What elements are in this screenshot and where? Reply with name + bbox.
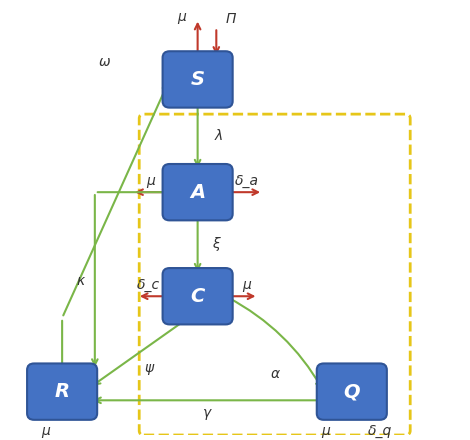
Text: γ: γ [203,406,211,420]
Text: C: C [190,287,205,306]
Text: δ_q: δ_q [368,424,392,438]
Text: μ: μ [242,279,251,293]
Text: μ: μ [321,424,330,438]
Text: μ: μ [177,10,186,24]
Text: S: S [191,70,204,89]
Text: ω: ω [98,55,110,69]
Text: λ: λ [214,129,223,143]
Text: A: A [190,183,205,202]
FancyBboxPatch shape [163,51,233,108]
Text: ξ: ξ [212,237,220,251]
FancyBboxPatch shape [163,164,233,220]
Text: κ: κ [77,274,85,288]
Text: R: R [55,382,70,401]
FancyBboxPatch shape [317,363,387,420]
Text: μ: μ [147,174,156,188]
Text: μ: μ [41,424,50,438]
Text: α: α [270,367,279,381]
FancyBboxPatch shape [27,363,97,420]
Text: δ_c: δ_c [137,279,160,293]
Text: Q: Q [344,382,360,401]
Text: δ_a: δ_a [235,174,258,188]
Text: Π: Π [225,12,235,26]
Text: ψ: ψ [144,361,153,375]
FancyBboxPatch shape [163,268,233,324]
